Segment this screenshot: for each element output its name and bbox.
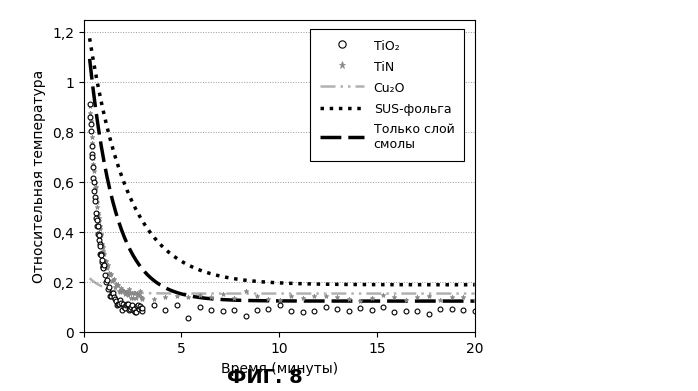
TiO₂ (96, 252, 105, 256)
Cu₂O (85, 276, 94, 281)
Cu₂O (365, 291, 373, 296)
Только слой
смолы (85, 56, 94, 61)
Cu₂O (132, 291, 140, 295)
TiO₂ (470, 308, 479, 313)
Line: SUS-фольга: SUS-фольга (89, 38, 475, 285)
TiN (390, 294, 399, 299)
Только слой
смолы (211, 297, 219, 301)
Cu₂O (364, 291, 372, 296)
TiN (120, 289, 128, 293)
Только слой
смолы (364, 299, 372, 303)
Legend: TiO₂, TiN, Cu₂O, SUS-фольга, Только слой
смолы: TiO₂, TiN, Cu₂O, SUS-фольга, Только слой… (310, 29, 464, 161)
Только слой
смолы (132, 258, 140, 262)
TiO₂ (424, 312, 433, 317)
SUS-фольга (211, 273, 219, 277)
Text: ФИГ. 8: ФИГ. 8 (228, 368, 303, 387)
TiO₂ (128, 303, 137, 308)
Cu₂O (238, 291, 246, 296)
Line: Только слой
смолы: Только слой смолы (89, 59, 475, 301)
TiN (85, 104, 94, 108)
SUS-фольга (85, 36, 94, 41)
TiO₂ (120, 305, 128, 309)
Только слой
смолы (365, 299, 373, 303)
Cu₂O (470, 291, 479, 296)
TiO₂ (94, 237, 103, 242)
X-axis label: Время (минуты): Время (минуты) (221, 362, 338, 376)
TiN (470, 298, 479, 303)
Только слой
смолы (327, 299, 336, 303)
Cu₂O (327, 291, 336, 296)
SUS-фольга (364, 282, 372, 287)
TiN (94, 215, 103, 220)
Line: TiN: TiN (87, 104, 477, 303)
SUS-фольга (365, 282, 373, 287)
TiN (356, 299, 364, 303)
Cu₂O (211, 291, 219, 296)
TiO₂ (390, 310, 399, 314)
TiN (128, 291, 137, 296)
SUS-фольга (132, 207, 140, 212)
Line: Cu₂O: Cu₂O (89, 278, 475, 294)
TiN (424, 294, 433, 299)
SUS-фольга (327, 282, 336, 287)
Только слой
смолы (238, 298, 246, 303)
Только слой
смолы (470, 299, 479, 303)
TiO₂ (85, 102, 94, 107)
Y-axis label: Относительная температура: Относительная температура (33, 69, 47, 283)
SUS-фольга (238, 278, 246, 282)
SUS-фольга (470, 282, 479, 287)
Line: TiO₂: TiO₂ (87, 102, 477, 320)
TiN (96, 234, 105, 239)
TiO₂ (184, 316, 193, 320)
